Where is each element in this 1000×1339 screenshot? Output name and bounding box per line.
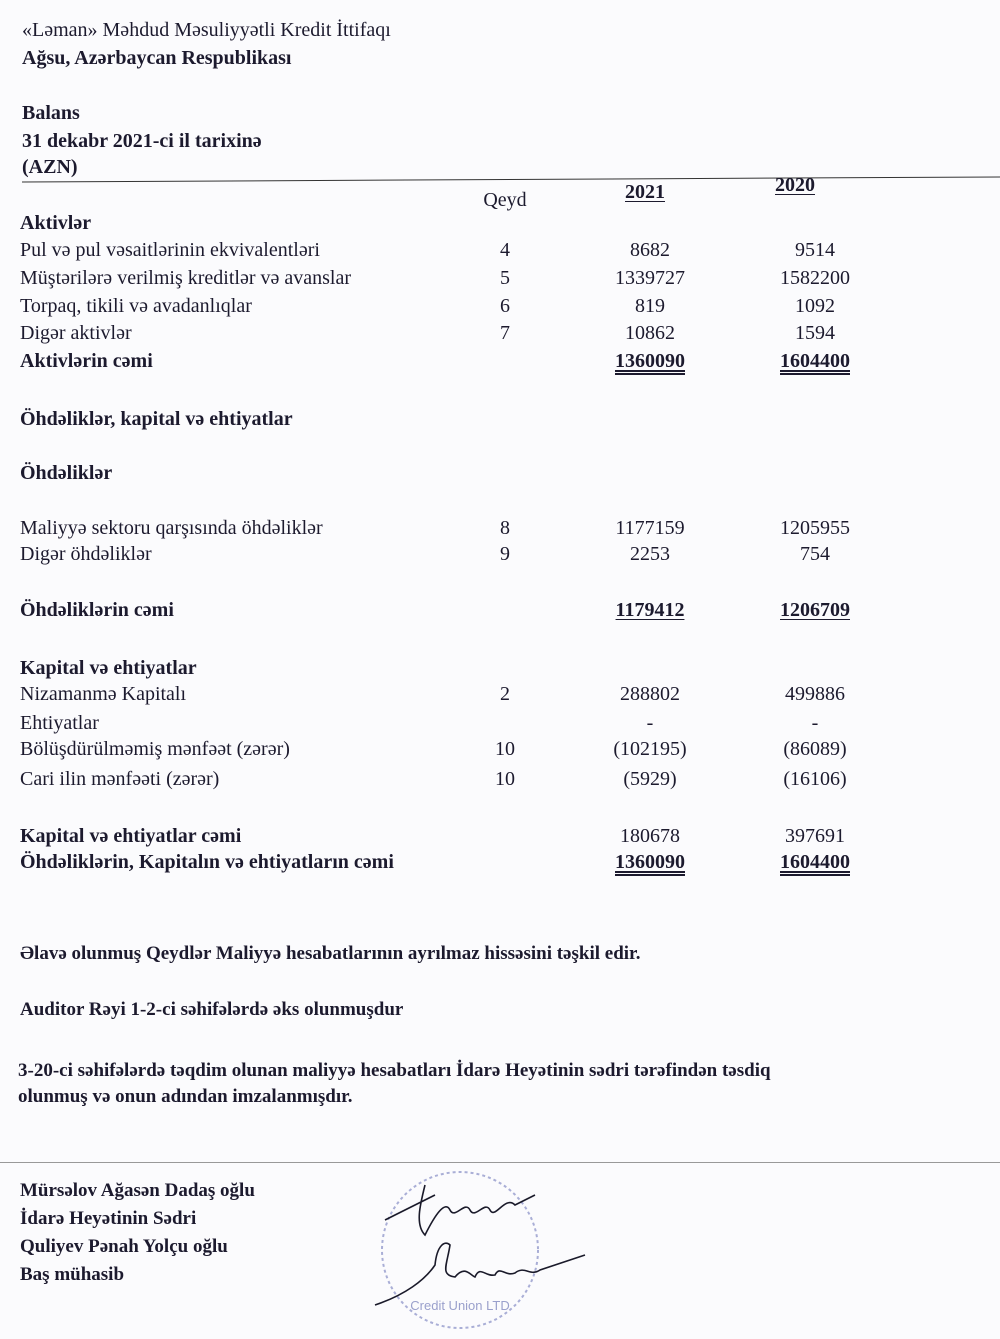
row-value-2021: 8682 (630, 239, 670, 261)
row-value-2020: 1582200 (780, 267, 850, 289)
note-2: Auditor Rəyi 1-2-ci səhifələrdə əks olun… (20, 999, 404, 1020)
row-label: Digər aktivlər (20, 322, 132, 344)
row-value-2021: 1177159 (615, 517, 685, 539)
row-label: Aktivlərin cəmi (20, 350, 153, 372)
row-value-2021: 10862 (625, 322, 675, 344)
row-value-2020: - (811, 712, 819, 734)
row-value-2020: 9514 (795, 239, 835, 261)
row-label: Bölüşdürülməmiş mənfəət (zərər) (20, 738, 290, 760)
row-value-2021: 819 (635, 295, 665, 317)
signatory-2-role: Baş mühasib (20, 1264, 125, 1285)
row-value-2021: - (646, 712, 654, 734)
row-value-2020: 1604400 (780, 350, 850, 372)
signature-2 (374, 1242, 586, 1306)
row-note: 5 (500, 267, 510, 289)
col-2021-header: 2021 (625, 181, 665, 203)
row-value-2020: 1206709 (780, 599, 850, 621)
signatory-1-role: İdarə Heyətinin Sədri (20, 1208, 197, 1229)
row-note: 8 (500, 517, 510, 539)
row-note: 10 (495, 738, 515, 760)
row-label: Aktivlər (20, 212, 92, 234)
note-3-line-2: olunmuş və onun adından imzalanmışdır. (18, 1086, 353, 1107)
signatory-2-name: Quliyev Pənah Yolçu oğlu (20, 1236, 228, 1257)
row-label: Öhdəliklər, kapital və ehtiyatlar (20, 408, 293, 430)
row-label: Kapital və ehtiyatlar (20, 657, 197, 679)
row-note: 4 (500, 239, 510, 261)
row-value-2021: 2253 (630, 543, 670, 565)
row-label: Torpaq, tikili və avadanlıqlar (20, 295, 252, 317)
row-note: 10 (495, 768, 515, 790)
row-label: Nizamanmə Kapitalı (20, 683, 187, 705)
row-label: Cari ilin mənfəəti (zərər) (20, 768, 220, 790)
location: Ağsu, Azərbaycan Respublikası (22, 47, 292, 69)
footer-rule (0, 1162, 1000, 1163)
row-label: Digər öhdəliklər (20, 543, 152, 565)
row-label: Pul və pul vəsaitlərinin ekvivalentləri (20, 239, 320, 261)
currency: (AZN) (22, 156, 78, 178)
row-value-2021: 1360090 (615, 851, 685, 873)
row-value-2021: 1360090 (615, 350, 685, 372)
row-value-2020: 499886 (785, 683, 845, 705)
row-label: Kapital və ehtiyatlar cəmi (20, 825, 242, 847)
row-label: Öhdəliklərin, Kapitalın və ehtiyatların … (20, 851, 394, 873)
row-value-2021: 180678 (620, 825, 680, 847)
doc-title: Balans (22, 102, 80, 124)
row-value-2021: 1339727 (615, 267, 685, 289)
row-value-2020: 1205955 (780, 517, 850, 539)
note-3-line-1: 3-20-ci səhifələrdə təqdim olunan maliyy… (18, 1060, 771, 1081)
row-label: Öhdəliklərin cəmi (20, 599, 174, 621)
row-value-2020: 754 (800, 543, 830, 565)
row-value-2021: (5929) (623, 768, 677, 790)
signature-1 (384, 1184, 536, 1237)
row-label: Ehtiyatlar (20, 712, 99, 734)
row-value-2020: (86089) (783, 738, 847, 760)
row-note: 9 (500, 543, 510, 565)
row-label: Müştərilərə verilmiş kreditlər və avansl… (20, 267, 351, 289)
stamp-and-signatures: Credit Union LTD (374, 1171, 586, 1329)
row-value-2020: (16106) (783, 768, 847, 790)
stamp-text: Credit Union LTD (410, 1298, 509, 1313)
row-value-2021: 1179412 (615, 599, 685, 621)
row-value-2020: 1604400 (780, 851, 850, 873)
row-value-2021: 288802 (620, 683, 680, 705)
col-note-header: Qeyd (483, 189, 527, 211)
row-value-2020: 1092 (795, 295, 835, 317)
stamp-circle (381, 1171, 539, 1329)
row-label: Öhdəliklər (20, 462, 113, 484)
row-note: 2 (500, 683, 510, 705)
row-value-2021: (102195) (613, 738, 687, 760)
doc-date: 31 dekabr 2021-ci il tarixinə (22, 130, 262, 152)
row-value-2020: 397691 (785, 825, 845, 847)
signatory-1-name: Mürsəlov Ağasən Dadaş oğlu (20, 1180, 255, 1201)
row-value-2020: 1594 (795, 322, 835, 344)
row-note: 6 (500, 295, 510, 317)
note-1: Əlavə olunmuş Qeydlər Maliyyə hesabatlar… (20, 943, 641, 964)
row-note: 7 (500, 322, 510, 344)
row-label: Maliyyə sektoru qarşısında öhdəliklər (20, 517, 323, 539)
col-2020-header: 2020 (775, 174, 815, 196)
org-name: «Ləman» Məhdud Məsuliyyətli Kredit İttif… (22, 19, 391, 41)
